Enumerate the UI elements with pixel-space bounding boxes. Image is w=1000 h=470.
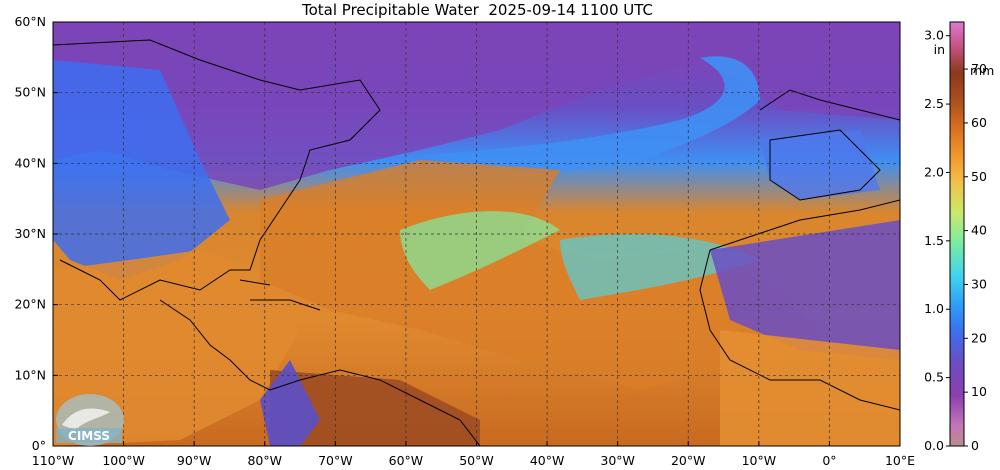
tick-label-lat: 10°N [14,367,46,382]
colorbar-inch-label: 0.0 [924,438,944,453]
colorbar-mm-label: 20 [971,330,987,345]
colorbar-inch-label: 1.0 [924,301,944,316]
colorbar-mm-label: 30 [971,276,987,291]
map-title: Total Precipitable Water 2025-09-14 1100… [301,1,653,19]
colorbar-inch-label: 0.5 [924,370,944,385]
tick-label-lat: 30°N [14,226,46,241]
colorbar-inch-label: 2.0 [924,164,944,179]
colorbar-inch-label: 1.5 [924,233,944,248]
colorbar-mm-label: 50 [971,169,987,184]
colorbar-mm-label: 0 [971,438,979,453]
tick-label-lon: 50°W [459,453,494,468]
tick-label-lon: 110°W [32,453,74,468]
colorbar-mm-label: 60 [971,115,987,130]
colorbar-inch-ticks: 0.0 0.5 1.0 1.5 2.0 2.5 3.0 [924,28,950,453]
tick-label-lon: 30°W [600,453,635,468]
coastlines [53,39,900,446]
colorbar-mm-unit: mm [970,63,994,78]
colorbar-mm-label: 10 [971,384,987,399]
tick-label-lat: 60°N [14,14,46,29]
tick-label-lat: 20°N [14,297,46,312]
tick-label-lat: 40°N [14,155,46,170]
colorbar-mm-label: 40 [971,223,987,238]
tick-label-lon: 40°W [530,453,565,468]
colorbar-inch-label: 3.0 [924,28,944,43]
colorbar-inch-label: 2.5 [924,96,944,111]
tick-label-lon: 10°E [885,453,915,468]
tick-label-lat: 50°N [14,85,46,100]
tick-label-lon: 90°W [177,453,212,468]
cimss-logo: CIMSS [56,394,124,446]
tick-label-lon: 20°W [671,453,706,468]
colorbar-mm-ticks: 0 10 20 30 40 50 60 70 [964,61,987,453]
latitude-labels: 0° 10°N 20°N 30°N 40°N 50°N 60°N [14,14,58,453]
tick-label-lon: 100°W [102,453,144,468]
logo-label: CIMSS [68,429,110,443]
longitude-labels: 110°W 100°W 90°W 80°W 70°W 60°W 50°W 40°W 30°W 20… [32,441,915,468]
colorbar-mm-label: 70 [971,61,987,76]
colorbar-inch-unit: in [934,42,945,57]
tick-label-lon: 0° [822,453,836,468]
tick-label-lat: 0° [32,438,46,453]
tick-label-lon: 10°W [742,453,777,468]
tick-label-lon: 60°W [389,453,424,468]
colorbar-bar [949,21,965,447]
tick-label-lon: 80°W [247,453,282,468]
tick-label-lon: 70°W [318,453,353,468]
graticule [53,22,900,446]
colorbar: 0.0 0.5 1.0 1.5 2.0 2.5 3.0 0 10 20 30 40 50 60 70 in… [924,21,994,453]
